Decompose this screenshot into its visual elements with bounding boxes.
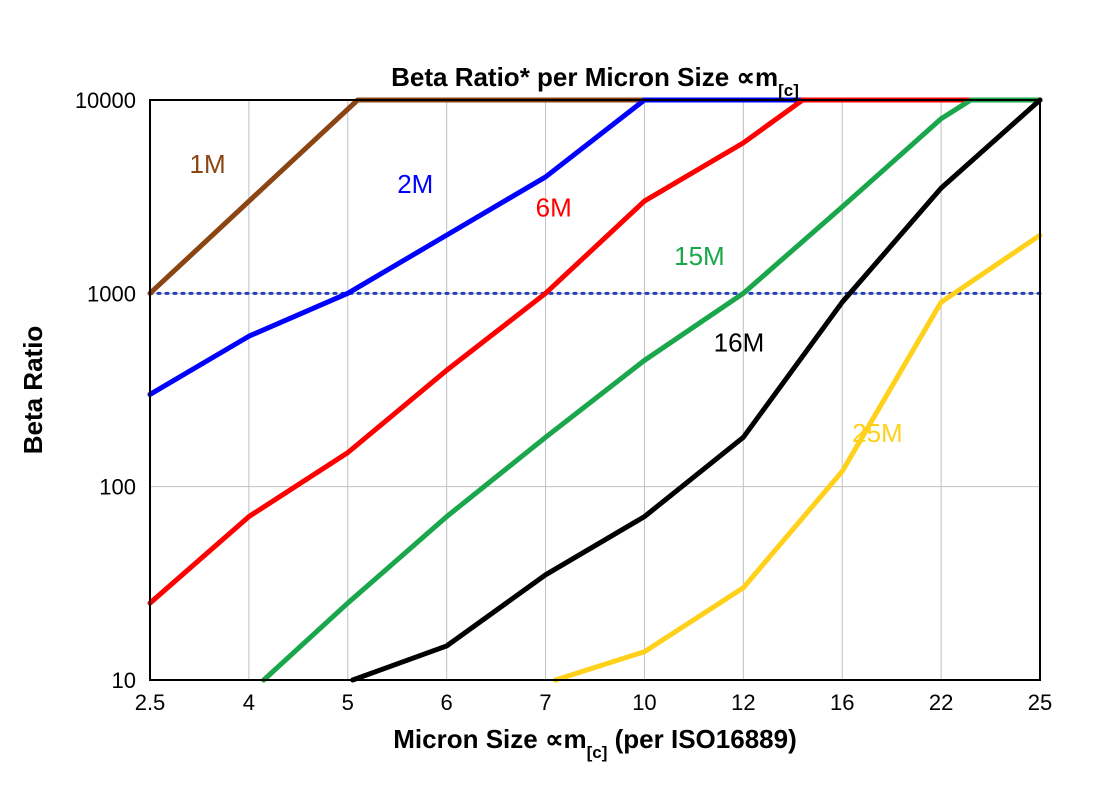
series-label-6M: 6M xyxy=(536,192,572,222)
beta-ratio-chart: 2.5 4 5 6 7 10 12 16 22 25 10 100 1000 10000 Beta Rati… xyxy=(0,0,1096,804)
x-tick-label: 10 xyxy=(632,690,656,715)
x-tick-label: 4 xyxy=(243,690,255,715)
x-tick-label: 2.5 xyxy=(135,690,166,715)
series-label-2M: 2M xyxy=(397,169,433,199)
y-tick-label: 10000 xyxy=(75,88,136,113)
x-tick-label: 16 xyxy=(830,690,854,715)
series-label-25M: 25M xyxy=(852,418,903,448)
y-tick-label: 100 xyxy=(99,475,136,500)
y-tick-label: 10 xyxy=(112,668,136,693)
x-tick-label: 12 xyxy=(731,690,755,715)
x-tick-label: 7 xyxy=(539,690,551,715)
series-label-16M: 16M xyxy=(714,328,765,358)
series-label-15M: 15M xyxy=(674,241,725,271)
x-tick-label: 25 xyxy=(1028,690,1052,715)
y-axis-label: Beta Ratio xyxy=(18,326,48,455)
y-tick-label: 1000 xyxy=(87,281,136,306)
x-tick-label: 22 xyxy=(929,690,953,715)
x-tick-label: 6 xyxy=(441,690,453,715)
x-tick-label: 5 xyxy=(342,690,354,715)
series-label-1M: 1M xyxy=(190,149,226,179)
